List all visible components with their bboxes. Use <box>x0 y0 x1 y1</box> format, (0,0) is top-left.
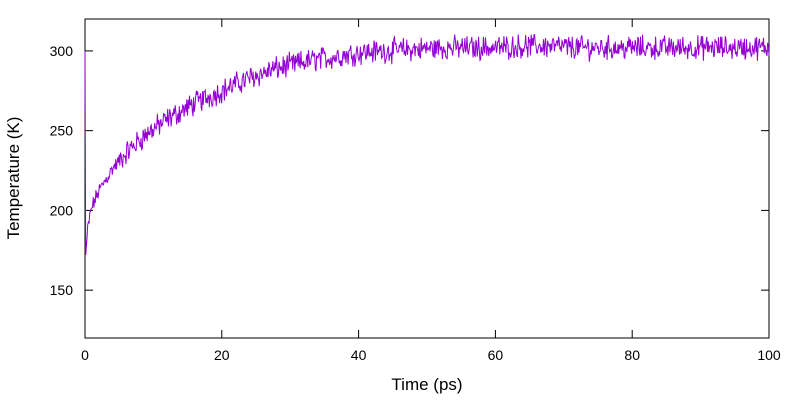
y-axis-label: Temperature (K) <box>4 117 23 240</box>
y-tick-label: 200 <box>50 202 74 218</box>
y-tick-label: 300 <box>50 43 74 59</box>
x-tick-label: 100 <box>757 347 781 363</box>
x-tick-label: 0 <box>81 347 89 363</box>
x-axis-label: Time (ps) <box>391 375 462 394</box>
y-tick-labels: 150 200 250 300 <box>50 43 74 298</box>
x-tick-label: 20 <box>214 347 230 363</box>
x-tick-label: 40 <box>351 347 367 363</box>
series-line-temperature <box>84 34 770 256</box>
y-tick-label: 150 <box>50 282 74 298</box>
x-tick-label: 80 <box>624 347 640 363</box>
x-tick-labels: 0 20 40 60 80 100 <box>81 347 781 363</box>
plot-frame <box>84 18 770 339</box>
x-tick-label: 60 <box>488 347 504 363</box>
tick-marks <box>84 19 770 338</box>
y-tick-label: 250 <box>50 123 74 139</box>
